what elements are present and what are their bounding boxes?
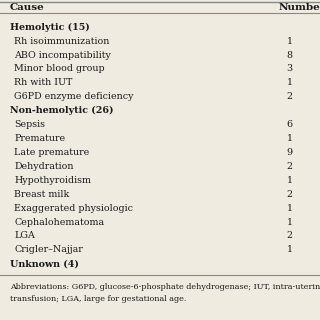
Text: Late premature: Late premature bbox=[14, 148, 90, 157]
Text: 8: 8 bbox=[286, 51, 292, 60]
Text: Rh with IUT: Rh with IUT bbox=[14, 78, 73, 87]
Text: ABO incompatibility: ABO incompatibility bbox=[14, 51, 111, 60]
Text: 1: 1 bbox=[286, 245, 292, 254]
Text: Rh isoimmunization: Rh isoimmunization bbox=[14, 36, 110, 46]
Text: Breast milk: Breast milk bbox=[14, 190, 70, 199]
Text: Cephalohematoma: Cephalohematoma bbox=[14, 218, 105, 227]
Text: Cause: Cause bbox=[10, 3, 44, 12]
Text: Dehydration: Dehydration bbox=[14, 162, 74, 171]
Text: 9: 9 bbox=[286, 148, 292, 157]
Text: Crigler–Najjar: Crigler–Najjar bbox=[14, 245, 83, 254]
Text: Hemolytic (15): Hemolytic (15) bbox=[10, 23, 89, 32]
Text: Minor blood group: Minor blood group bbox=[14, 64, 105, 74]
Text: 6: 6 bbox=[286, 120, 292, 129]
Text: LGA: LGA bbox=[14, 231, 35, 241]
Text: 2: 2 bbox=[286, 162, 292, 171]
Text: 2: 2 bbox=[286, 92, 292, 101]
Text: Premature: Premature bbox=[14, 134, 66, 143]
Text: 2: 2 bbox=[286, 231, 292, 241]
Text: Number: Number bbox=[278, 3, 320, 12]
Text: Abbreviations: G6PD, glucose-6-phosphate dehydrogenase; IUT, intra-uterine: Abbreviations: G6PD, glucose-6-phosphate… bbox=[10, 283, 320, 291]
Text: 1: 1 bbox=[286, 176, 292, 185]
Text: Non-hemolytic (26): Non-hemolytic (26) bbox=[10, 106, 113, 115]
Text: Hypothyroidism: Hypothyroidism bbox=[14, 176, 92, 185]
Text: 2: 2 bbox=[286, 190, 292, 199]
Text: Unknown (4): Unknown (4) bbox=[10, 259, 78, 268]
Text: 1: 1 bbox=[286, 134, 292, 143]
Text: 3: 3 bbox=[286, 64, 292, 74]
Text: G6PD enzyme deficiency: G6PD enzyme deficiency bbox=[14, 92, 134, 101]
Text: Sepsis: Sepsis bbox=[14, 120, 45, 129]
Text: 1: 1 bbox=[286, 204, 292, 213]
Text: 1: 1 bbox=[286, 78, 292, 87]
Text: Exaggerated physiologic: Exaggerated physiologic bbox=[14, 204, 133, 213]
Text: transfusion; LGA, large for gestational age.: transfusion; LGA, large for gestational … bbox=[10, 295, 186, 303]
Text: 1: 1 bbox=[286, 218, 292, 227]
Text: 1: 1 bbox=[286, 36, 292, 46]
